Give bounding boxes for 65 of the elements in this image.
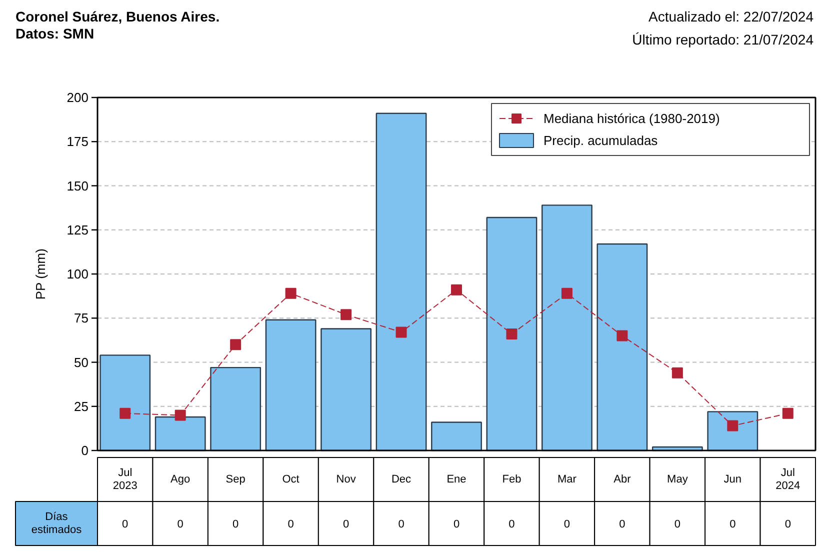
point — [672, 367, 683, 378]
chart-subtitle: Actualizado el: 22/07/2024 Último reportado: 21/07/2024 — [632, 8, 814, 48]
x-tick-label: Ago — [170, 474, 190, 486]
y-tick-label: 100 — [66, 266, 89, 282]
x-tick-label: Jul 2024 — [776, 466, 800, 492]
x-tick-label: Feb — [502, 474, 522, 486]
bar — [707, 411, 758, 452]
text: 0 — [564, 518, 570, 530]
point — [120, 408, 131, 419]
bar — [265, 319, 316, 452]
bar — [596, 243, 648, 452]
x-tick-label: May — [667, 474, 688, 486]
bar — [100, 354, 151, 452]
point — [396, 326, 407, 338]
y-tick-label: 175 — [66, 134, 89, 150]
text: 0 — [398, 518, 404, 530]
point — [451, 284, 462, 296]
x-tick-label: Nov — [336, 474, 356, 486]
bar — [154, 416, 206, 452]
y-tick-label: 75 — [74, 310, 89, 326]
bar — [320, 328, 372, 452]
y-tick-label: 0 — [81, 443, 89, 458]
bar — [376, 112, 427, 452]
chart-title: Coronel Suárez, Buenos Aires. Datos: SMN — [16, 8, 220, 42]
x-tick-label: Sep — [226, 474, 246, 486]
y-tick-label: 25 — [74, 398, 89, 414]
point — [561, 288, 572, 299]
text: 0 — [177, 518, 184, 530]
x-tick-label: Mar — [557, 474, 577, 486]
x-tick-label: Abr — [614, 474, 632, 486]
point — [285, 288, 296, 299]
text: 0 — [730, 518, 736, 530]
point — [782, 408, 794, 419]
bar — [542, 204, 592, 452]
point — [727, 420, 738, 432]
y-tick-label: 150 — [66, 178, 89, 194]
bar — [210, 366, 262, 452]
text: 0 — [453, 518, 460, 530]
text: 0 — [508, 518, 515, 530]
text: 0 — [342, 518, 350, 530]
legend-label: Mediana histórica (1980-2019) — [544, 111, 720, 126]
point — [174, 410, 186, 421]
text: 0 — [122, 518, 128, 530]
y-tick-label: 50 — [74, 354, 89, 370]
x-tick-label: Ene — [446, 474, 466, 486]
y-tick-label: 125 — [66, 222, 89, 238]
x-tick-label: Dec — [391, 474, 412, 486]
text: 0 — [619, 518, 626, 530]
x-tick-label: Jul 2023 — [112, 466, 138, 492]
y-tick-label: 200 — [66, 90, 89, 105]
bar — [486, 216, 538, 452]
y-axis-title: PP (mm) — [33, 248, 48, 300]
text: Días estimados — [31, 510, 82, 536]
text: 0 — [784, 518, 791, 530]
point — [506, 328, 518, 340]
point — [230, 339, 242, 350]
text: 0 — [674, 518, 680, 530]
legend-label: Precip. acumuladas — [544, 133, 658, 148]
text: 0 — [288, 518, 294, 530]
x-tick-label: Oct — [282, 474, 300, 486]
point — [340, 309, 352, 320]
text: 0 — [232, 518, 239, 530]
x-tick-label: Jun — [724, 474, 742, 486]
point — [616, 330, 628, 342]
bar — [431, 422, 482, 452]
